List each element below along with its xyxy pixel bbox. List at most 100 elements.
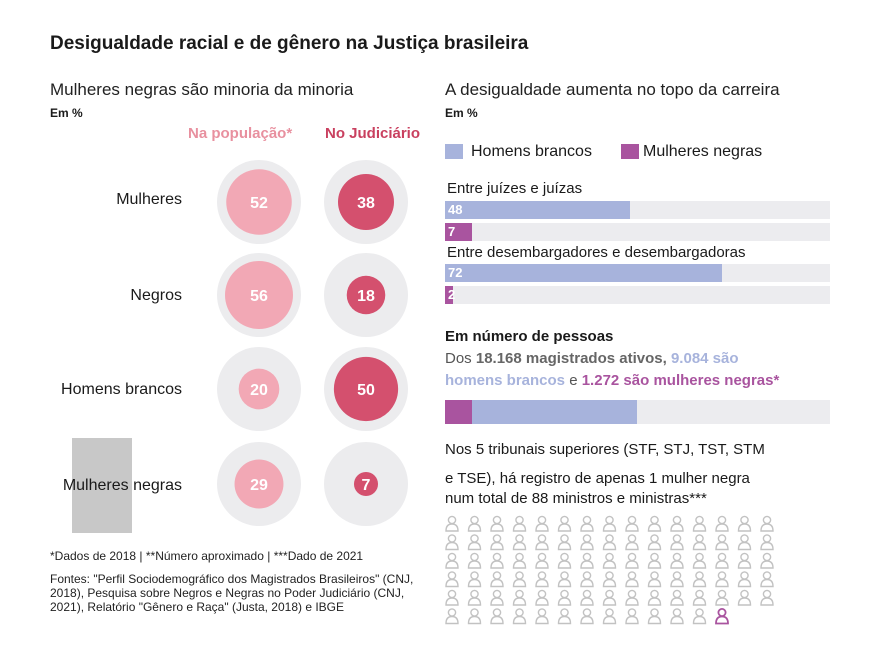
minister-icon xyxy=(445,589,459,606)
minister-icon xyxy=(535,552,549,569)
minister-icon xyxy=(490,552,504,569)
minister-icon xyxy=(490,571,504,588)
bar-track-judges-black-women: 7 xyxy=(445,223,830,241)
minister-icon xyxy=(760,589,774,606)
legend-swatch-black-women xyxy=(621,144,639,159)
bubble-label-mulheres-negras-0: 29 xyxy=(250,477,268,494)
tribunals-line-3: num total de 88 ministros e ministras*** xyxy=(445,490,707,507)
bubble-homens-brancos-population xyxy=(238,368,280,410)
bar-judges-black-women xyxy=(445,223,472,241)
row-label-mulheres-negras: Mulheres negras xyxy=(62,477,182,494)
bubble-label-mulheres-0: 52 xyxy=(250,195,268,212)
minister-icon xyxy=(467,571,482,588)
legend-swatch-white-men xyxy=(445,144,463,159)
minister-icon xyxy=(737,552,752,569)
minister-icon xyxy=(557,515,572,532)
minister-icon xyxy=(602,515,617,532)
tribunals-line-1: Nos 5 tribunais superiores (STF, STJ, TS… xyxy=(445,441,765,458)
bar-value-judges-black-women: 7 xyxy=(448,224,456,239)
tribunals-line-2: e TSE), há registro de apenas 1 mulher n… xyxy=(445,470,750,487)
minister-icon xyxy=(625,608,639,625)
minister-icon xyxy=(490,589,504,606)
people-line-2: homens brancos e 1.272 são mulheres negr… xyxy=(445,372,779,389)
minister-icon xyxy=(535,515,549,532)
minister-icon xyxy=(760,515,774,532)
minister-icon xyxy=(692,571,707,588)
row-label-mulheres: Mulheres xyxy=(116,191,182,208)
row-label-homens-brancos: Homens brancos xyxy=(61,381,182,398)
minister-icon xyxy=(467,589,482,606)
bubble-mulheres-negras-judiciary xyxy=(353,471,379,497)
col-header-judiciary: No Judiciário xyxy=(325,125,421,142)
bar-track-desemb-white-men: 72 xyxy=(445,264,830,282)
right-subtitle: A desigualdade aumenta no topo da carrei… xyxy=(445,80,780,99)
minister-icon xyxy=(535,608,549,625)
minister-icon xyxy=(512,552,527,569)
minister-icon xyxy=(580,571,594,588)
left-subtitle: Mulheres negras são minoria da minoria xyxy=(50,80,354,99)
minister-icon xyxy=(557,571,572,588)
minister-icon xyxy=(670,534,684,551)
minister-icon xyxy=(647,552,662,569)
bubble-homens-brancos-judiciary xyxy=(333,356,399,422)
right-unit: Em % xyxy=(445,106,478,120)
minister-icon xyxy=(760,571,774,588)
minister-icon xyxy=(557,534,572,551)
minister-icon xyxy=(602,589,617,606)
minister-icon xyxy=(580,552,594,569)
minister-icon xyxy=(692,515,707,532)
minister-icon xyxy=(647,515,662,532)
minister-icon xyxy=(760,534,774,551)
minister-icon xyxy=(580,534,594,551)
minister-icon xyxy=(602,552,617,569)
group-label-judges: Entre juízes e juízas xyxy=(447,180,583,197)
minister-icon xyxy=(715,571,729,588)
minister-icon xyxy=(670,571,684,588)
bubble-label-mulheres-negras-1: 7 xyxy=(362,477,371,494)
minister-icon xyxy=(737,534,752,551)
minister-icon xyxy=(625,589,639,606)
minister-icon xyxy=(580,589,594,606)
bubble-negros-judiciary xyxy=(346,275,386,315)
minister-icon xyxy=(580,515,594,532)
minister-icon xyxy=(670,552,684,569)
minister-icon xyxy=(557,552,572,569)
minister-icon xyxy=(692,534,707,551)
minister-icon xyxy=(715,552,729,569)
minister-icon xyxy=(625,571,639,588)
people-line-1: Dos 18.168 magistrados ativos, 9.084 são xyxy=(445,350,739,367)
footnote: *Dados de 2018 | **Número aproximado | *… xyxy=(50,549,364,563)
bar-desemb-black-women xyxy=(445,286,453,304)
sources: Fontes: "Perfil Sociodemográfico dos Mag… xyxy=(50,572,414,614)
minister-icon xyxy=(490,534,504,551)
minister-icon xyxy=(580,608,594,625)
minister-icon xyxy=(512,571,527,588)
bar-value-desemb-white-men: 72 xyxy=(448,265,463,280)
minister-icon xyxy=(647,608,662,625)
minister-icon-black-woman xyxy=(715,608,729,625)
minister-icon xyxy=(625,515,639,532)
bubble-label-mulheres-1: 38 xyxy=(357,195,375,212)
minister-icon xyxy=(625,534,639,551)
minister-icon xyxy=(490,515,504,532)
minister-icon xyxy=(512,608,527,625)
minister-icon xyxy=(512,515,527,532)
minister-icon xyxy=(467,552,482,569)
minister-icon xyxy=(715,534,729,551)
minister-icon xyxy=(670,608,684,625)
minister-icon xyxy=(602,608,617,625)
minister-icon xyxy=(467,608,482,625)
bubble-label-homens-brancos-1: 50 xyxy=(357,382,375,399)
minister-icon xyxy=(625,552,639,569)
bubble-label-negros-0: 56 xyxy=(250,288,268,305)
col-header-population: Na população* xyxy=(188,125,293,142)
bubble-negros-population xyxy=(225,261,293,329)
minister-icon xyxy=(692,589,707,606)
grey-overlay-box xyxy=(72,438,132,533)
minister-icon xyxy=(557,608,572,625)
minister-icon xyxy=(602,534,617,551)
people-white-men-label: homens brancos xyxy=(445,372,566,389)
pictogram-ministers xyxy=(445,515,774,625)
bubble-label-negros-1: 18 xyxy=(357,288,375,305)
people-white-men-count: 9.084 são xyxy=(670,350,739,367)
